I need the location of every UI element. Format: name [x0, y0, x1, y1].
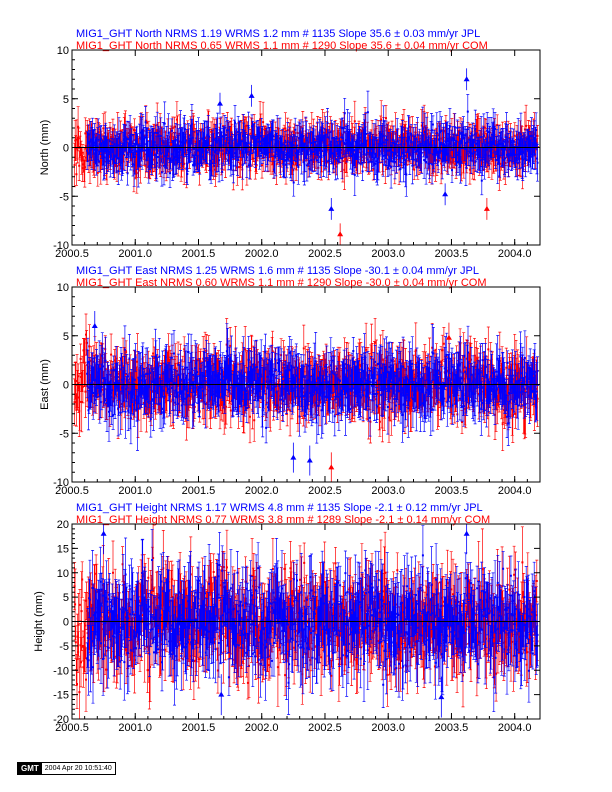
east-y-tick-label: -5: [59, 428, 69, 440]
east-x-tick-label: 2001.5: [182, 485, 216, 497]
east-x-tick-label: 2003.0: [371, 485, 405, 497]
gmt-timestamp-stamp: GMT 2004 Apr 20 10:51:40: [17, 762, 116, 775]
east-x-tick-label: 2000.5: [55, 485, 89, 497]
east-jpl-title: MIG1_GHT East NRMS 1.25 WRMS 1.6 mm # 11…: [76, 265, 479, 277]
east-com-title: MIG1_GHT East NRMS 0.60 WRMS 1.1 mm # 12…: [76, 277, 487, 289]
east-outlier-point: [328, 452, 335, 482]
north-x-tick-label: 2001.0: [118, 248, 152, 260]
north-x-tick-label: 2002.0: [245, 248, 279, 260]
height-outlier-point: [100, 524, 107, 555]
height-x-tick-label: 2003.0: [371, 722, 405, 734]
north-plot-area: 2000.5 2001.0 2001.5 2002.0 2002.5 2003.0 2003…: [53, 45, 541, 260]
height-ylabel: Height (mm): [33, 591, 45, 652]
height-outlier-point: [463, 524, 470, 555]
height-x-tick-label: 2002.0: [245, 722, 279, 734]
north-outlier-point: [337, 223, 344, 245]
east-outlier-point: [306, 445, 313, 476]
east-y-tick-label: 0: [63, 380, 69, 392]
height-y-tick-label: -5: [59, 641, 69, 653]
east-series-jpl: [85, 323, 539, 451]
east-points-jpl: [86, 348, 539, 429]
north-points-jpl: [86, 110, 539, 184]
height-y-tick-label: -15: [53, 690, 69, 702]
height-y-tick-label: 15: [57, 543, 69, 555]
north-jpl-title: MIG1_GHT North NRMS 1.19 WRMS 1.2 mm # 1…: [76, 28, 480, 40]
north-panel: MIG1_GHT North NRMS 1.19 WRMS 1.2 mm # 1…: [39, 28, 541, 260]
north-y-tick-label: -10: [53, 240, 69, 252]
north-outlier-point: [328, 198, 335, 220]
north-y-tick-label: 5: [63, 94, 69, 106]
height-y-tick-label: 20: [57, 519, 69, 531]
east-y-tick-label: 5: [63, 331, 69, 343]
height-x-tick-label: 2001.0: [118, 722, 152, 734]
north-outlier-point: [248, 84, 255, 107]
gmt-logo: GMT: [18, 763, 42, 774]
north-y-tick-label: -5: [59, 191, 69, 203]
north-outlier-point: [463, 68, 470, 91]
height-y-tick-label: -10: [53, 665, 69, 677]
height-com-title: MIG1_GHT Height NRMS 0.77 WRMS 3.8 mm # …: [76, 514, 490, 526]
east-outlier-point: [290, 442, 297, 473]
height-x-tick-label: 2000.5: [55, 722, 89, 734]
height-y-tick-label: 5: [63, 592, 69, 604]
north-outlier-point: [483, 198, 490, 220]
height-outlier-point: [218, 674, 225, 716]
east-x-tick-label: 2003.5: [435, 485, 469, 497]
east-x-tick-label: 2002.0: [245, 485, 279, 497]
height-y-tick-label: -20: [53, 714, 69, 726]
north-x-tick-label: 2004.0: [498, 248, 532, 260]
height-outlier-point: [438, 676, 445, 718]
height-x-tick-label: 2004.0: [498, 722, 532, 734]
height-series-jpl: [85, 525, 539, 715]
height-y-tick-label: 0: [63, 617, 69, 629]
height-y-tick-label: 10: [57, 568, 69, 580]
east-x-tick-label: 2001.0: [118, 485, 152, 497]
east-y-tick-label: -10: [53, 477, 69, 489]
plot-timestamp: 2004 Apr 20 10:51:40: [41, 763, 115, 774]
north-x-tick-label: 2003.5: [435, 248, 469, 260]
north-frame: [71, 49, 541, 246]
east-x-tick-label: 2004.0: [498, 485, 532, 497]
height-plot-area: 2000.5 2001.0 2001.5 2002.0 2002.5 2003.0 2003…: [53, 519, 541, 734]
north-y-tick-label: 0: [63, 143, 69, 155]
north-x-tick-label: 2002.5: [308, 248, 342, 260]
north-ylabel: North (mm): [39, 120, 51, 176]
north-x-tick-label: 2001.5: [182, 248, 216, 260]
east-outlier-point: [91, 310, 98, 342]
height-x-tick-label: 2002.5: [308, 722, 342, 734]
east-x-tick-label: 2002.5: [308, 485, 342, 497]
east-ylabel: East (mm): [39, 359, 51, 410]
north-x-tick-label: 2000.5: [55, 248, 89, 260]
east-panel: MIG1_GHT East NRMS 1.25 WRMS 1.6 mm # 11…: [39, 265, 541, 497]
height-frame: [71, 523, 541, 720]
height-points-jpl: [86, 554, 539, 686]
height-panel: MIG1_GHT Height NRMS 1.17 WRMS 4.8 mm # …: [33, 502, 541, 734]
north-series-jpl: [85, 90, 539, 197]
north-outlier-point: [442, 183, 449, 206]
east-outlier-point: [445, 322, 452, 353]
east-frame: [71, 286, 541, 483]
north-x-tick-label: 2003.0: [371, 248, 405, 260]
height-x-tick-label: 2001.5: [182, 722, 216, 734]
east-plot-area: 2000.5 2001.0 2001.5 2002.0 2002.5 2003.0 2003…: [53, 282, 541, 497]
height-x-tick-label: 2003.5: [435, 722, 469, 734]
north-y-tick-label: 10: [57, 45, 69, 57]
north-com-title: MIG1_GHT North NRMS 0.65 WRMS 1.1 mm # 1…: [76, 40, 488, 52]
east-y-tick-label: 10: [57, 282, 69, 294]
height-jpl-title: MIG1_GHT Height NRMS 1.17 WRMS 4.8 mm # …: [76, 502, 483, 514]
north-outlier-point: [216, 92, 223, 115]
